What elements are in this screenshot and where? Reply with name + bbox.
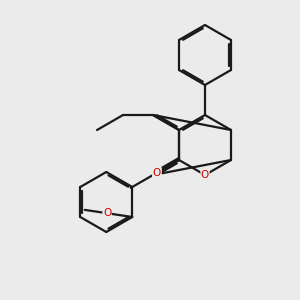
Text: O: O [153,168,161,178]
Text: O: O [153,168,161,178]
Text: O: O [201,170,209,180]
Text: O: O [103,208,111,218]
